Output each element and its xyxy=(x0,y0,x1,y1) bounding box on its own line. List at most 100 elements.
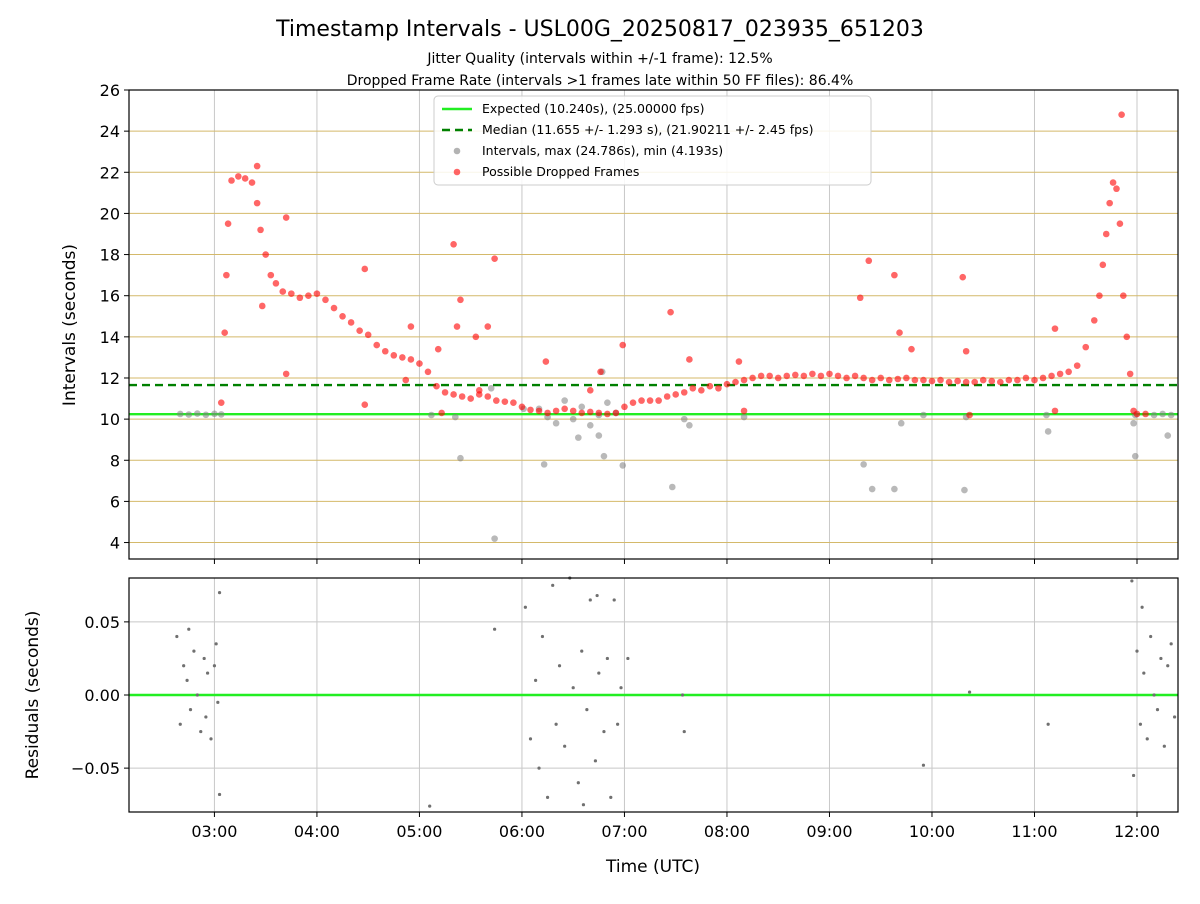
dropped-frame-point xyxy=(223,271,230,279)
residual-point xyxy=(175,634,179,639)
intervals-reference-lines xyxy=(129,383,1178,416)
interval-point xyxy=(604,399,611,406)
chart-subtitle-dropped: Dropped Frame Rate (intervals >1 frames … xyxy=(347,73,854,89)
legend-marker-dot xyxy=(453,168,461,176)
residual-point xyxy=(597,671,601,675)
residual-point xyxy=(1166,664,1170,668)
residual-point xyxy=(209,737,213,741)
dropped-frame-point xyxy=(1123,333,1131,341)
dropped-frame-point xyxy=(619,341,627,349)
residual-point xyxy=(626,656,630,661)
dropped-frame-point xyxy=(757,372,765,380)
dropped-frame-point xyxy=(313,290,321,297)
dropped-frame-point xyxy=(891,271,898,279)
dropped-frame-point xyxy=(364,331,372,339)
dropped-frame-point xyxy=(322,296,329,304)
dropped-frame-point xyxy=(856,294,864,302)
dropped-frame-point xyxy=(586,387,594,394)
dropped-frame-point xyxy=(402,376,410,384)
residual-point xyxy=(534,678,538,682)
intervals-y-tick-label: 22 xyxy=(100,163,120,182)
residual-point xyxy=(1131,773,1136,778)
residual-point xyxy=(1140,605,1144,609)
dropped-frame-point xyxy=(740,376,748,384)
interval-point xyxy=(575,434,582,441)
dropped-frame-point xyxy=(689,384,697,392)
intervals-y-tick-label: 24 xyxy=(100,122,120,141)
dropped-frame-point xyxy=(253,199,261,207)
dropped-frame-point xyxy=(491,255,498,262)
dropped-frame-point xyxy=(224,220,232,228)
dropped-frame-point xyxy=(535,407,543,415)
interval-point xyxy=(1164,432,1172,439)
dropped-frame-point xyxy=(962,378,970,386)
residual-point xyxy=(540,634,545,639)
residuals-y-tick-label: 0.00 xyxy=(84,686,120,705)
residual-point xyxy=(1145,737,1149,741)
intervals-y-tick-label: 4 xyxy=(110,534,120,553)
residual-point xyxy=(921,763,926,767)
residual-point xyxy=(182,664,186,668)
residual-point xyxy=(212,664,217,668)
dropped-frame-point xyxy=(457,296,464,304)
residual-point xyxy=(1159,656,1163,661)
dropped-frame-point xyxy=(646,397,654,404)
residual-point xyxy=(576,781,580,785)
legend: Expected (10.240s), (25.00000 fps) Median… xyxy=(433,95,872,186)
residual-point xyxy=(528,737,533,741)
residual-point xyxy=(605,656,609,661)
residual-point xyxy=(216,700,220,704)
residuals-y-tick-label: 0.05 xyxy=(84,613,120,632)
residual-point xyxy=(612,598,616,602)
dropped-frame-point xyxy=(868,376,876,384)
dropped-frame-point xyxy=(740,407,748,415)
dropped-frame-point xyxy=(698,387,705,394)
dropped-frame-point xyxy=(851,372,859,380)
dropped-frame-point xyxy=(253,162,261,170)
residual-point xyxy=(967,690,972,694)
dropped-frame-point xyxy=(971,378,978,386)
intervals-y-tick-label: 10 xyxy=(100,410,120,429)
interval-point xyxy=(668,483,676,491)
dropped-frame-point xyxy=(518,403,526,411)
dropped-frame-point xyxy=(1120,292,1127,300)
interval-point xyxy=(595,432,603,439)
interval-point xyxy=(457,454,464,462)
residual-point xyxy=(680,693,685,697)
dropped-frame-point xyxy=(1113,185,1120,193)
interval-point xyxy=(569,415,577,423)
interval-point xyxy=(428,411,435,419)
dropped-frame-point xyxy=(453,323,461,330)
interval-point xyxy=(1043,411,1050,419)
interval-point xyxy=(1159,410,1166,418)
dropped-frame-point xyxy=(390,352,398,359)
dropped-frame-point xyxy=(903,374,910,382)
dropped-frame-point xyxy=(966,411,973,419)
chart-subtitle-jitter: Jitter Quality (intervals within +/-1 fr… xyxy=(426,51,772,67)
interval-point xyxy=(217,411,225,418)
interval-point xyxy=(561,397,568,404)
residuals-axes: 03:00 04:00 05:00 06:00 07:00 08:00 09:00 10:00… xyxy=(71,613,1160,841)
dropped-frame-point xyxy=(288,290,295,297)
dropped-frame-point xyxy=(373,341,381,349)
dropped-frame-point xyxy=(706,382,714,390)
dropped-frame-point xyxy=(424,368,432,376)
dropped-frame-point xyxy=(1102,230,1110,238)
dropped-frame-point xyxy=(1065,368,1072,376)
dropped-frame-point xyxy=(732,378,739,386)
dropped-frame-point xyxy=(262,251,269,258)
dropped-frame-point xyxy=(783,372,791,380)
legend-label: Expected (10.240s), (25.00000 fps) xyxy=(482,101,704,116)
dropped-frame-point xyxy=(1099,261,1107,269)
residual-point xyxy=(1138,722,1143,726)
dropped-frame-point xyxy=(988,377,996,385)
dropped-frame-point xyxy=(472,333,480,341)
intervals-points xyxy=(176,111,1175,542)
intervals-y-tick-label: 8 xyxy=(110,451,120,470)
dropped-frame-point xyxy=(475,387,483,394)
residual-point xyxy=(551,583,555,587)
x-tick-label: 03:00 xyxy=(191,822,237,841)
dropped-frame-point xyxy=(282,214,290,221)
residual-point xyxy=(616,722,620,726)
residual-point xyxy=(217,792,222,797)
